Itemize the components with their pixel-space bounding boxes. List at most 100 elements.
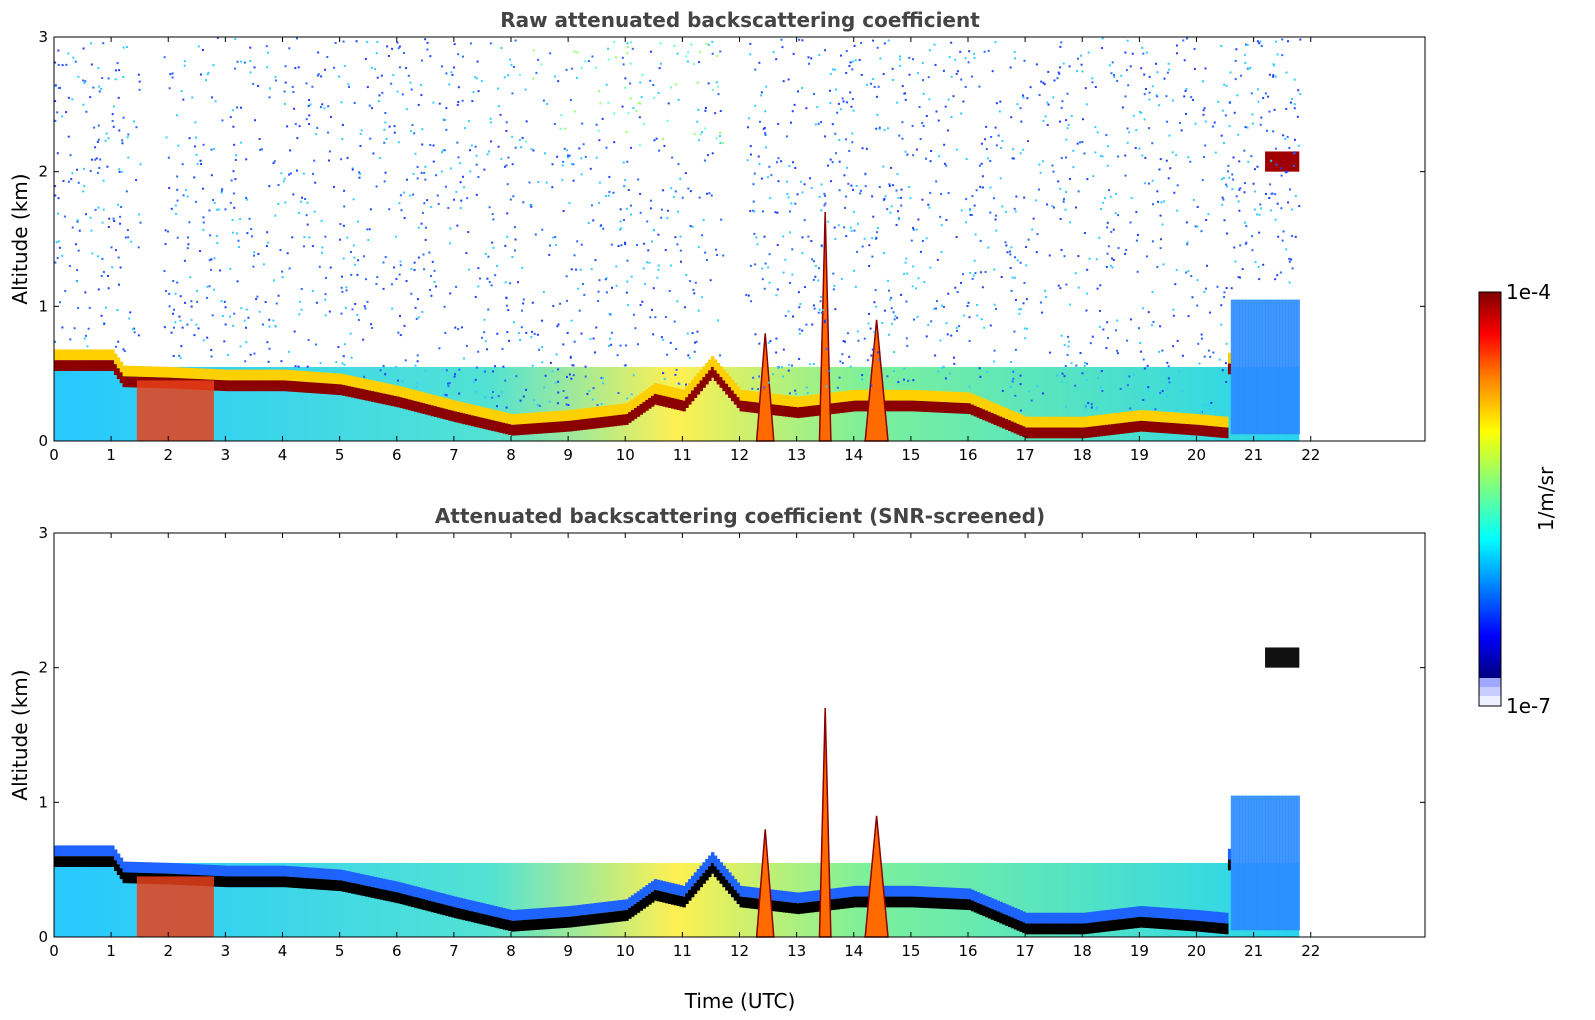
noise-pixel xyxy=(378,94,381,97)
noise-pixel xyxy=(836,111,839,114)
boundary-layer-cell xyxy=(113,353,118,365)
noise-pixel xyxy=(341,275,344,278)
noise-pixel xyxy=(978,164,981,167)
boundary-layer-cell xyxy=(953,898,958,910)
boundary-layer-cell xyxy=(590,903,595,915)
noise-pixel xyxy=(1119,387,1122,390)
boundary-layer-cell xyxy=(413,390,418,402)
noise-pixel xyxy=(1228,101,1231,104)
noise-pixel xyxy=(1148,98,1151,101)
boundary-layer-cell xyxy=(790,891,795,903)
noise-pixel xyxy=(477,90,480,93)
boundary-layer-cell xyxy=(262,865,266,877)
noise-pixel xyxy=(858,58,861,61)
boundary-layer-cell xyxy=(179,367,184,379)
noise-pixel xyxy=(1221,196,1224,199)
boundary-layer-cell xyxy=(725,383,729,395)
noise-pixel xyxy=(375,282,378,285)
boundary-layer-cell xyxy=(88,845,92,857)
noise-pixel xyxy=(1111,61,1114,64)
noise-pixel xyxy=(342,224,345,227)
boundary-layer-cell xyxy=(405,884,409,895)
boundary-layer-cell xyxy=(245,865,249,877)
noise-pixel xyxy=(469,149,472,152)
boundary-layer-cell xyxy=(753,898,758,910)
boundary-layer-cell xyxy=(228,380,232,392)
noise-pixel xyxy=(91,252,94,255)
boundary-layer-cell xyxy=(382,878,386,890)
noise-pixel xyxy=(1067,123,1070,126)
boundary-layer-cell xyxy=(808,405,812,417)
noise-pixel xyxy=(515,375,518,378)
noise-pixel xyxy=(363,255,366,258)
boundary-layer-cell xyxy=(402,894,406,905)
noise-pixel xyxy=(119,215,122,218)
noise-pixel xyxy=(798,306,801,309)
noise-pixel xyxy=(1060,41,1063,44)
noise-pixel xyxy=(959,281,962,284)
noise-pixel xyxy=(370,107,373,110)
noise-pixel xyxy=(660,208,663,211)
noise-pixel xyxy=(511,255,514,258)
noise-pixel xyxy=(925,157,928,160)
noise-pixel xyxy=(499,113,502,116)
boundary-layer-cell xyxy=(859,400,863,412)
boundary-layer-cell xyxy=(71,360,75,371)
noise-pixel xyxy=(343,205,346,208)
boundary-layer-cell xyxy=(1027,923,1032,935)
boundary-layer-cell xyxy=(59,349,64,361)
noise-pixel xyxy=(806,392,809,395)
x-tick-label: 6 xyxy=(392,942,402,960)
boundary-layer-cell xyxy=(202,864,206,876)
boundary-layer-cell xyxy=(1013,422,1018,434)
noise-pixel xyxy=(517,331,520,334)
noise-pixel xyxy=(1043,83,1046,86)
boundary-layer-cell xyxy=(1025,427,1029,439)
noise-pixel xyxy=(608,344,611,347)
boundary-layer-cell xyxy=(396,881,401,893)
noise-pixel xyxy=(1160,201,1163,204)
boundary-layer-cell xyxy=(282,876,286,888)
boundary-layer-cell xyxy=(802,891,806,903)
boundary-layer-cell xyxy=(556,906,561,918)
boundary-layer-cell xyxy=(1253,795,1258,931)
noise-pixel xyxy=(118,69,121,72)
boundary-layer-cell xyxy=(642,401,646,413)
noise-pixel xyxy=(351,167,354,170)
boundary-layer-cell xyxy=(159,862,164,874)
boundary-layer-cell xyxy=(519,424,524,436)
boundary-layer-cell xyxy=(748,390,752,402)
noise-pixel xyxy=(253,352,256,355)
noise-pixel xyxy=(489,140,492,143)
noise-pixel xyxy=(1171,99,1174,102)
boundary-layer-cell xyxy=(291,877,295,888)
noise-pixel xyxy=(190,318,193,321)
noise-pixel xyxy=(1156,95,1159,98)
boundary-layer-cell xyxy=(1142,421,1146,432)
noise-pixel xyxy=(812,363,815,366)
noise-pixel xyxy=(352,198,355,201)
noise-pixel xyxy=(1067,345,1070,348)
noise-pixel xyxy=(306,365,309,368)
boundary-layer-cell xyxy=(1039,923,1043,935)
noise-pixel xyxy=(1293,107,1296,110)
boundary-layer-cell xyxy=(945,898,949,909)
noise-pixel xyxy=(943,162,946,165)
noise-pixel xyxy=(886,127,889,130)
noise-pixel xyxy=(906,344,909,347)
noise-pixel xyxy=(580,173,583,176)
noise-pixel xyxy=(649,207,652,210)
boundary-layer-cell xyxy=(645,885,649,896)
boundary-layer-cell xyxy=(816,900,821,912)
noise-pixel xyxy=(890,296,893,299)
boundary-layer-cell xyxy=(565,917,569,928)
boundary-layer-cell xyxy=(1019,425,1023,436)
noise-pixel xyxy=(719,354,722,357)
boundary-layer-cell xyxy=(462,898,466,910)
noise-pixel xyxy=(1124,174,1127,177)
noise-pixel xyxy=(1018,312,1021,315)
boundary-layer-cell xyxy=(1167,422,1172,434)
noise-pixel xyxy=(1198,362,1201,365)
noise-pixel xyxy=(303,236,306,239)
